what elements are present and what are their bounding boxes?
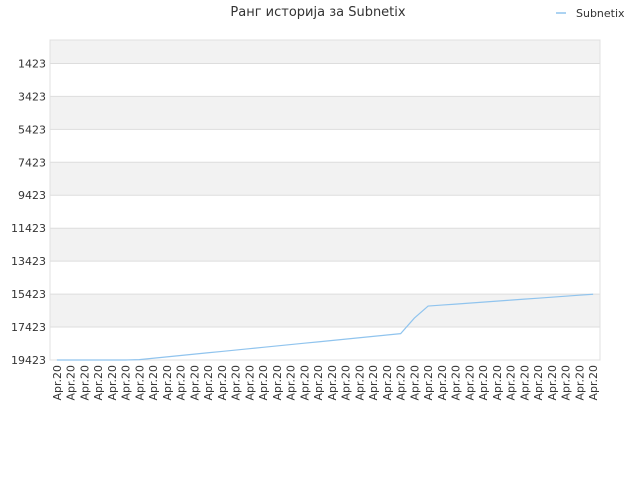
- x-tick-label: Apr.20: [381, 365, 394, 401]
- x-tick-label: Apr.20: [298, 365, 311, 401]
- x-tick-label: Apr.20: [312, 365, 325, 401]
- x-tick-label: Apr.20: [518, 365, 531, 401]
- x-tick-label: Apr.20: [450, 365, 463, 401]
- legend-label: Subnetix: [576, 7, 625, 20]
- x-tick-label: Apr.20: [106, 365, 119, 401]
- chart-title: Ранг историја за Subnetix: [230, 5, 406, 20]
- x-tick-label: Apr.20: [587, 365, 600, 401]
- y-tick-label: 13423: [11, 255, 46, 268]
- x-tick-label: Apr.20: [202, 365, 215, 401]
- y-tick-label: 19423: [11, 354, 46, 367]
- y-tick-label: 9423: [18, 189, 46, 202]
- line: [56, 293, 594, 361]
- x-tick-label: Apr.20: [243, 365, 256, 401]
- x-tick-label: Apr.20: [560, 365, 573, 401]
- grid-band: [50, 162, 600, 196]
- x-tick-label: Apr.20: [120, 365, 133, 401]
- grid-band: [50, 294, 600, 328]
- x-tick-label: Apr.20: [395, 365, 408, 401]
- x-tick-label: Apr.20: [463, 365, 476, 401]
- x-tick-label: Apr.20: [161, 365, 174, 401]
- x-tick-label: Apr.20: [422, 365, 435, 401]
- x-tick-label: Apr.20: [65, 365, 78, 401]
- y-tick-label: 7423: [18, 156, 46, 169]
- x-tick-label: Apr.20: [491, 365, 504, 401]
- x-tick-label: Apr.20: [92, 365, 105, 401]
- x-tick-label: Apr.20: [78, 365, 91, 401]
- x-tick-label: Apr.20: [573, 365, 586, 401]
- x-tick-label: Apr.20: [408, 365, 421, 401]
- y-tick-label: 11423: [11, 222, 46, 235]
- x-tick-label: Apr.20: [188, 365, 201, 401]
- x-tick-label: Apr.20: [271, 365, 284, 401]
- x-tick-label: Apr.20: [230, 365, 243, 401]
- grid-band: [50, 228, 600, 262]
- x-tick-label: Apr.20: [367, 365, 380, 401]
- plot-frame: [49, 39, 601, 361]
- x-tick-label: Apr.20: [285, 365, 298, 401]
- x-tick-label: Apr.20: [340, 365, 353, 401]
- x-tick-label: Apr.20: [147, 365, 160, 401]
- y-tick-label: 1423: [18, 57, 46, 70]
- x-tick-label: Apr.20: [353, 365, 366, 401]
- x-tick-label: Apr.20: [505, 365, 518, 401]
- y-tick-label: 3423: [18, 90, 46, 103]
- x-tick-label: Apr.20: [477, 365, 490, 401]
- x-tick-label: Apr.20: [546, 365, 559, 401]
- grid-band: [50, 96, 600, 130]
- x-tick-label: Apr.20: [436, 365, 449, 401]
- x-tick-label: Apr.20: [532, 365, 545, 401]
- x-tick-label: Apr.20: [326, 365, 339, 401]
- x-tick-label: Apr.20: [175, 365, 188, 401]
- y-tick-label: 15423: [11, 288, 46, 301]
- x-tick-label: Apr.20: [133, 365, 146, 401]
- y-tick-label: 17423: [11, 321, 46, 334]
- grid-band: [50, 40, 600, 64]
- y-tick-label: 5423: [18, 123, 46, 136]
- x-tick-label: Apr.20: [51, 365, 64, 401]
- x-tick-label: Apr.20: [257, 365, 270, 401]
- x-tick-label: Apr.20: [216, 365, 229, 401]
